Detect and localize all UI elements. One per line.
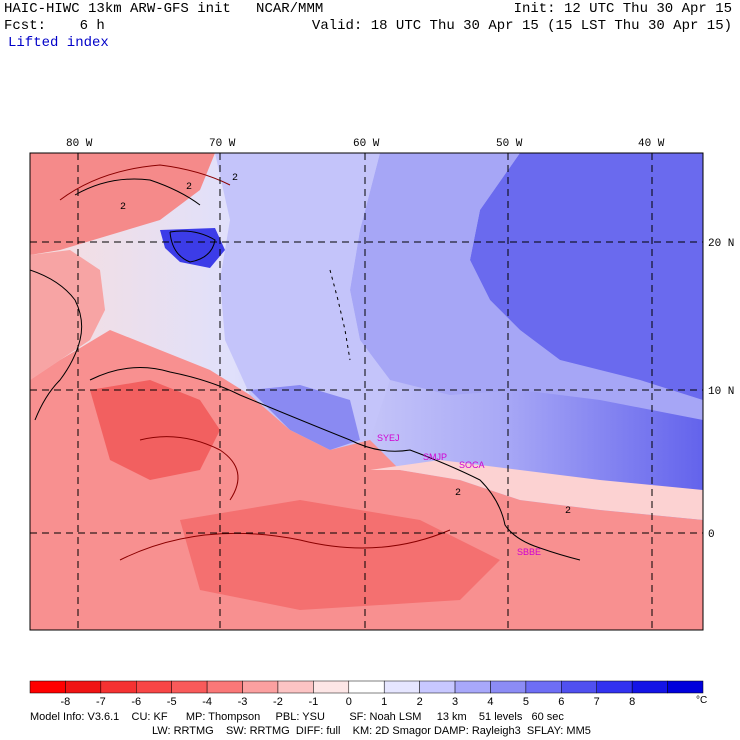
lat-label-20n: 20 N	[708, 238, 734, 250]
contour-label: 2	[186, 182, 192, 193]
colorbar-swatch	[631, 680, 668, 694]
contour-label: 2	[120, 202, 126, 213]
contour-label: 2	[455, 488, 461, 499]
colorbar-swatch	[277, 680, 314, 694]
colorbar-swatch	[171, 680, 208, 694]
colorbar-swatch	[667, 680, 704, 694]
station-label-soca: SOCA	[459, 460, 485, 470]
colorbar-swatch	[242, 680, 279, 694]
contour-label: 2	[565, 506, 571, 517]
colorbar-tick-label: -7	[96, 696, 106, 708]
lon-label-80w: 80 W	[66, 138, 93, 150]
contour-line-b	[139, 436, 239, 501]
colorbar-swatch	[490, 680, 527, 694]
colorbar-swatch	[100, 680, 137, 694]
colorbar-unit: °C	[696, 695, 707, 706]
stable-region-atlantic	[350, 153, 703, 420]
field-name: Lifted index	[8, 35, 109, 51]
colorbar-swatch	[419, 680, 456, 694]
colorbar-tick-label: -5	[167, 696, 177, 708]
colorbar-swatch	[454, 680, 491, 694]
coastline-south-america	[89, 367, 581, 561]
colorbar-tick-label: 2	[417, 696, 423, 708]
colorbar-tick-label: -8	[61, 696, 71, 708]
coastline-antilles	[329, 269, 351, 361]
station-label-sbbe: SBBE	[517, 547, 541, 557]
forecast-hour: Fcst: 6 h	[4, 18, 105, 34]
unstable-region-gulf	[30, 153, 215, 255]
colorbar-tick-label: 6	[558, 696, 564, 708]
contour-line-a	[119, 529, 451, 561]
contour-label: 2	[232, 173, 238, 184]
lat-label-0: 0	[708, 529, 715, 541]
lon-label-50w: 50 W	[496, 138, 523, 150]
station-label-syej: SYEJ	[377, 433, 400, 443]
lon-label-70w: 70 W	[209, 138, 236, 150]
colorbar-tick-label: -2	[273, 696, 283, 708]
lon-label-60w: 60 W	[353, 138, 380, 150]
stable-core-trades	[250, 385, 360, 450]
colorbar-swatch	[136, 680, 172, 694]
lon-label-40w: 40 W	[638, 138, 665, 150]
unstable-core-amazon	[180, 500, 500, 610]
colorbar-swatch	[29, 680, 66, 694]
colorbar-swatch	[596, 680, 633, 694]
model-info-line1: Model Info: V3.6.1 CU: KF MP: Thompson P…	[30, 711, 564, 723]
coastline-hispaniola	[169, 230, 216, 263]
model-title: HAIC-HIWC 13km ARW-GFS init NCAR/MMM	[4, 1, 324, 17]
coastline-cuba	[74, 178, 201, 206]
colorbar-tick-label: -3	[238, 696, 248, 708]
coastline-central-america	[30, 269, 83, 421]
map-frame	[29, 152, 704, 631]
colorbar-tick-label: 3	[452, 696, 458, 708]
colorbar-tick-label: 8	[629, 696, 635, 708]
moist-band-equator	[370, 460, 703, 520]
colorbar-tick-label: 0	[346, 696, 352, 708]
contour-line-c	[59, 164, 231, 201]
unstable-region-central-america	[30, 250, 105, 380]
init-time: Init: 12 UTC Thu 30 Apr 15	[513, 1, 732, 17]
colorbar-tick-label: -1	[308, 696, 318, 708]
lat-label-10n: 10 N	[708, 386, 734, 398]
colorbar-tick-label: 4	[487, 696, 493, 708]
stable-core-hispaniola	[160, 228, 225, 268]
colorbar-tick-label: 5	[523, 696, 529, 708]
stable-region-east	[470, 153, 703, 400]
stable-region-caribbean	[215, 153, 390, 450]
valid-time: Valid: 18 UTC Thu 30 Apr 15 (15 LST Thu …	[311, 18, 732, 34]
colorbar-tick-label: -6	[131, 696, 141, 708]
colorbar-tick-label: 7	[594, 696, 600, 708]
colorbar-swatch	[383, 680, 420, 694]
colorbar-swatch	[561, 680, 597, 694]
colorbar-tick-label: -4	[202, 696, 212, 708]
colorbar-tick-label: 1	[381, 696, 387, 708]
unstable-core-venezuela	[90, 380, 220, 480]
colorbar-swatch	[65, 680, 102, 694]
colorbar-swatch	[348, 680, 385, 694]
station-label-smjp: SMJP	[423, 452, 447, 462]
colorbar-swatch	[313, 680, 350, 694]
colorbar-swatch	[525, 680, 562, 694]
model-info-line2: LW: RRTMG SW: RRTMG DIFF: full KM: 2D Sm…	[152, 725, 591, 737]
colorbar-swatch	[206, 680, 243, 694]
